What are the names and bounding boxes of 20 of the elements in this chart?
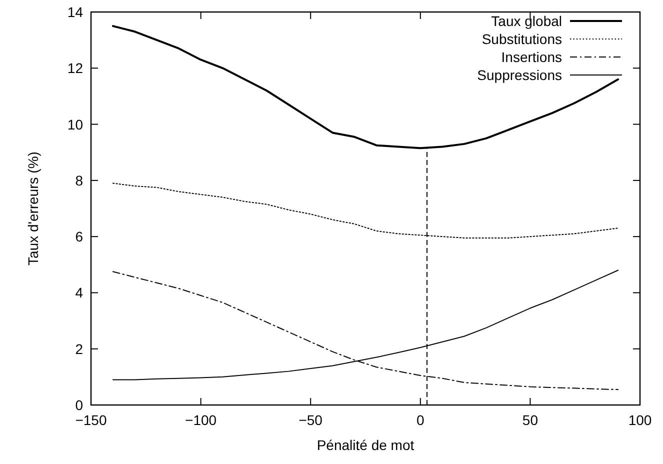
y-tick-label: 14 bbox=[67, 4, 84, 20]
legend-label: Taux global bbox=[491, 13, 562, 29]
y-tick-label: 4 bbox=[75, 284, 84, 301]
x-tick-label: −150 bbox=[75, 412, 107, 428]
legend-label: Insertions bbox=[501, 49, 562, 65]
y-tick-label: 10 bbox=[67, 116, 84, 132]
y-tick-label: 0 bbox=[75, 397, 84, 413]
x-tick-label: 0 bbox=[416, 412, 424, 428]
x-axis-title: Pénalité de mot bbox=[316, 437, 414, 453]
x-tick-label: −50 bbox=[298, 412, 323, 428]
x-tick-label: −100 bbox=[185, 412, 217, 428]
legend-label: Suppressions bbox=[477, 67, 562, 83]
legend-label: Substitutions bbox=[482, 31, 562, 47]
y-tick-label: 12 bbox=[67, 60, 84, 76]
y-tick-label: 2 bbox=[75, 340, 84, 357]
y-tick-label: 8 bbox=[75, 172, 84, 188]
x-tick-label: 50 bbox=[522, 412, 538, 428]
y-axis-title: Taux d'erreurs (%) bbox=[25, 152, 41, 266]
x-tick-label: 100 bbox=[628, 412, 652, 428]
y-tick-label: 6 bbox=[75, 228, 84, 245]
